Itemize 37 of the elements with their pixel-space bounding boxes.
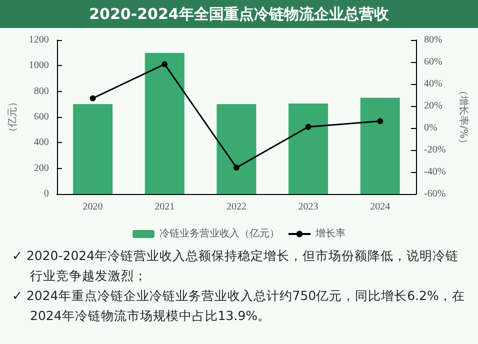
point (233, 164, 240, 171)
y2-tick-label: -60% (424, 188, 446, 200)
y2-tick-label: 20% (424, 100, 442, 112)
x-tick-label: 2020 (82, 202, 103, 212)
text: ✓ 2020-2024年冷链营业收入总额保持稳定增长，但市场份额降低，说明冷链行业竞争越发激烈； (12, 247, 460, 285)
y-tick-label: 600 (34, 112, 49, 122)
bar (73, 104, 113, 194)
point (90, 95, 96, 102)
y2-tick-label: 40% (424, 78, 442, 90)
chart-title: 2020-2024年全国重点冷链物流企业总营收 (0, 0, 478, 28)
text: ✓ 2024年重点冷链企业冷链业务营业收入总计约750亿元，同比增长6.2%，在2024年冷链物流市场规模中占比13.9%。 (12, 287, 466, 325)
y-tick-label: 1000 (28, 60, 49, 72)
point (305, 124, 312, 130)
legend-label: 冷链业务营业收入（亿元） (160, 228, 280, 240)
bar (144, 52, 184, 194)
legend-label: 增长率 (314, 228, 346, 240)
x-tick-label: 2023 (298, 202, 318, 212)
point (377, 118, 384, 124)
bar (288, 104, 328, 194)
point (162, 61, 168, 68)
bar (360, 98, 400, 194)
y-tick-label: 800 (34, 86, 49, 97)
y-tick-label: 400 (34, 137, 49, 148)
x-tick-label: 2021 (154, 202, 175, 212)
bar (216, 104, 256, 194)
y-tick-label: 1200 (28, 34, 49, 46)
y2-tick-label: -20% (424, 144, 446, 156)
y2-axis-title: （增长率/%） (458, 86, 470, 148)
y2-tick-label: 60% (424, 56, 442, 68)
y-tick-label: 200 (34, 162, 49, 174)
y2-tick-label: -40% (424, 166, 446, 178)
y-axis-title: （亿元） (8, 97, 18, 137)
x-tick-label: 2024 (370, 202, 390, 212)
y2-tick-label: 80% (424, 34, 442, 46)
y-tick-label: 0 (44, 188, 49, 200)
x-tick-label: 2022 (226, 202, 246, 212)
y2-tick-label: 0% (424, 122, 438, 134)
